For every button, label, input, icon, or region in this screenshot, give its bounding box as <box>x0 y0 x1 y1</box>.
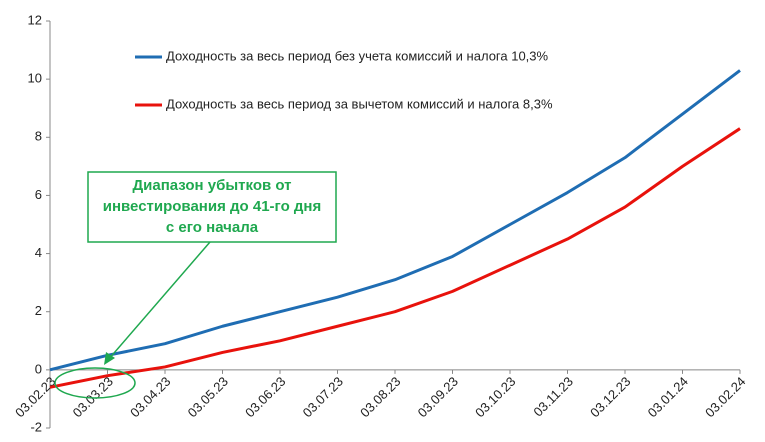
annotation-text: инвестирования до 41-го дня <box>103 198 322 215</box>
x-tick-label: 03.01.24 <box>645 374 691 420</box>
loss-range <box>54 367 136 399</box>
x-tick-label: 03.12.23 <box>587 374 633 420</box>
y-tick-label: -2 <box>30 419 42 434</box>
x-tick-label: 03.02.24 <box>702 374 748 420</box>
x-tick-label: 03.05.23 <box>185 374 231 420</box>
x-tick-label: 03.06.23 <box>242 374 288 420</box>
legend-label: Доходность за весь период без учета коми… <box>166 48 549 63</box>
arrow-head <box>104 352 115 365</box>
x-tick-label: 03.07.23 <box>300 374 346 420</box>
y-tick-label: 12 <box>28 12 42 27</box>
y-tick-label: 4 <box>35 245 42 260</box>
legend-label: Доходность за весь период за вычетом ком… <box>166 96 553 111</box>
annotation-box <box>87 171 337 243</box>
annotation-text: с его начала <box>166 219 259 236</box>
x-tick-label: 03.08.23 <box>357 374 403 420</box>
x-tick-label: 03.10.23 <box>472 374 518 420</box>
annotation-text: Диапазон убытков от <box>132 177 291 194</box>
annotation-arrow <box>107 241 211 361</box>
x-tick-label: 03.09.23 <box>415 374 461 420</box>
x-tick-label: 03.11.23 <box>530 374 576 420</box>
x-tick-label: 03.02.23 <box>12 374 58 420</box>
y-tick-label: 2 <box>35 303 42 318</box>
y-tick-label: 0 <box>35 361 42 376</box>
y-tick-label: 10 <box>28 71 42 86</box>
series-line <box>49 69 741 372</box>
y-tick-label: 8 <box>35 129 42 144</box>
series-line <box>49 127 741 389</box>
y-tick-label: 6 <box>35 187 42 202</box>
